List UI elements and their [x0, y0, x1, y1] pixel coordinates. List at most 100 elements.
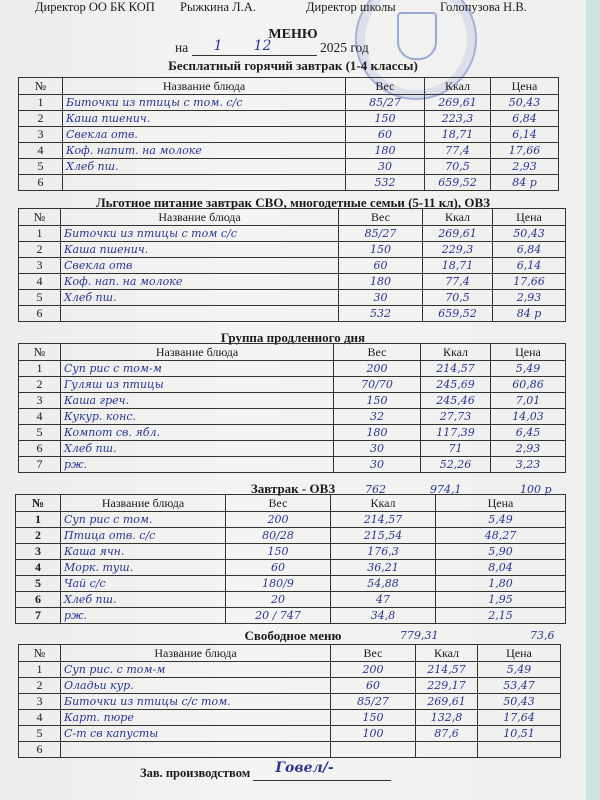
- table-row: 7 рж. 20 / 747 34,8 2,15: [15, 607, 566, 624]
- dish-kcal: 214,57: [330, 511, 436, 528]
- dish-weight: 70/70: [333, 376, 421, 393]
- dish-name: Хлеб пш.: [60, 591, 226, 608]
- dish-kcal: 659,52: [422, 305, 493, 322]
- table-header-row: № Название блюда Вес Ккал Цена: [18, 343, 566, 361]
- table-row: 1 Биточки из птицы с том с/с 85/27 269,61 50…: [18, 225, 566, 242]
- dish-name: Компот св. ябл.: [60, 424, 334, 441]
- row-number: 7: [18, 456, 61, 473]
- dish-name: Суп рис. с том-м: [60, 661, 331, 678]
- dish-kcal: 27,73: [420, 408, 491, 425]
- column-header: №: [18, 77, 63, 95]
- column-header: Цена: [490, 343, 566, 361]
- date-month: 12: [253, 38, 272, 54]
- section-total: 762: [365, 483, 386, 496]
- dish-name: [62, 174, 346, 191]
- dish-kcal: 214,57: [420, 360, 491, 377]
- dish-name: С-т св капусты: [60, 725, 331, 742]
- column-header: Название блюда: [60, 494, 226, 512]
- dish-weight: 180/9: [225, 575, 331, 592]
- section-title: Свободное меню: [244, 628, 342, 643]
- column-header: Название блюда: [62, 77, 346, 95]
- column-header: Вес: [330, 644, 416, 662]
- dish-price: 50,43: [477, 693, 561, 710]
- dish-weight: 150: [225, 543, 331, 560]
- dish-name: Оладьи кур.: [60, 677, 331, 694]
- row-number: 3: [18, 392, 61, 409]
- dish-name: Каша греч.: [60, 392, 334, 409]
- row-number: 5: [18, 158, 63, 175]
- date-day: 1: [213, 38, 223, 54]
- column-header: Ккал: [420, 343, 491, 361]
- table-row: 3 Биточки из птицы с/с том. 85/27 269,61 50,…: [18, 693, 561, 710]
- table-row: 6 Хлеб пш. 20 47 1,95: [15, 591, 566, 608]
- column-header: №: [18, 208, 61, 226]
- dish-name: Птица отв. с/с: [60, 527, 226, 544]
- table-row: 6: [18, 741, 561, 758]
- dish-name: Хлеб пш.: [60, 440, 334, 457]
- table-row: 4 Морк. туш. 60 36,21 8,04: [15, 559, 566, 576]
- dish-weight: 85/27: [338, 225, 423, 242]
- dish-weight: 200: [330, 661, 416, 678]
- table-header-row: № Название блюда Вес Ккал Цена: [18, 77, 559, 95]
- dish-name: Коф. нап. на молоке: [60, 273, 339, 290]
- dish-name: Коф. напит. на молоке: [62, 142, 346, 159]
- column-header: Цена: [477, 644, 561, 662]
- column-header: Вес: [345, 77, 425, 95]
- dish-price: 6,84: [492, 241, 566, 258]
- dish-kcal: 269,61: [422, 225, 493, 242]
- column-header: Ккал: [330, 494, 436, 512]
- row-number: 6: [15, 591, 61, 608]
- dish-weight: 30: [333, 440, 421, 457]
- dish-price: 1,80: [435, 575, 566, 592]
- dish-weight: 60: [345, 126, 425, 143]
- dish-kcal: 176,3: [330, 543, 436, 560]
- dish-weight: 150: [333, 392, 421, 409]
- table-row: 5 Чай с/с 180/9 54,88 1,80: [15, 575, 566, 592]
- table-row: 2 Каша пшенич. 150 229,3 6,84: [18, 241, 566, 258]
- row-number: 4: [18, 709, 61, 726]
- dish-price: 5,49: [490, 360, 566, 377]
- dish-weight: 532: [338, 305, 423, 322]
- row-number: 1: [18, 94, 63, 111]
- row-number: 2: [18, 110, 63, 127]
- dish-name: Чай с/с: [60, 575, 226, 592]
- dish-weight: 20: [225, 591, 331, 608]
- dish-weight: 20 / 747: [225, 607, 331, 624]
- dish-name: Гуляш из птицы: [60, 376, 334, 393]
- table-row: 3 Каша ячн. 150 176,3 5,90: [15, 543, 566, 560]
- dish-kcal: 70,5: [424, 158, 491, 175]
- dish-weight: 150: [338, 241, 423, 258]
- column-header: Название блюда: [60, 644, 331, 662]
- table-row: 4 Карт. пюре 150 132,8 17,64: [18, 709, 561, 726]
- dish-name: Свекла отв.: [62, 126, 346, 143]
- dish-price: 1,95: [435, 591, 566, 608]
- table-row: 4 Кукур. конс. 32 27,73 14,03: [18, 408, 566, 425]
- dish-kcal: 87,6: [415, 725, 478, 742]
- dish-weight: 60: [225, 559, 331, 576]
- table-header-row: № Название блюда Вес Ккал Цена: [15, 494, 566, 512]
- dish-kcal: 18,71: [424, 126, 491, 143]
- dish-price: 50,43: [490, 94, 559, 111]
- dish-price: 5,90: [435, 543, 566, 560]
- row-number: 4: [18, 142, 63, 159]
- dish-kcal: 70,5: [422, 289, 493, 306]
- row-number: 3: [15, 543, 61, 560]
- signature-label: Зав. производством: [140, 766, 251, 780]
- dish-name: Свекла отв: [60, 257, 339, 274]
- menu-table: № Название блюда Вес Ккал Цена 1 Суп рис. с то…: [18, 644, 561, 758]
- dish-weight: 180: [333, 424, 421, 441]
- row-number: 4: [18, 408, 61, 425]
- dish-price: 17,66: [490, 142, 559, 159]
- date-prefix: на: [175, 40, 189, 55]
- table-row: 7 рж. 30 52,26 3,23: [18, 456, 566, 473]
- table-row: 5 Компот св. ябл. 180 117,39 6,45: [18, 424, 566, 441]
- dish-weight: 180: [338, 273, 423, 290]
- table-row: 2 Каша пшенич. 150 223,3 6,84: [18, 110, 559, 127]
- approver-left-title: Директор ОО БК КОП: [35, 0, 155, 14]
- dish-kcal: 214,57: [415, 661, 478, 678]
- row-number: 6: [18, 305, 61, 322]
- dish-weight: 30: [338, 289, 423, 306]
- dish-name: Суп рис с том.: [60, 511, 226, 528]
- dish-price: [477, 741, 561, 758]
- dish-name: Биточки из птицы с том с/с: [60, 225, 339, 242]
